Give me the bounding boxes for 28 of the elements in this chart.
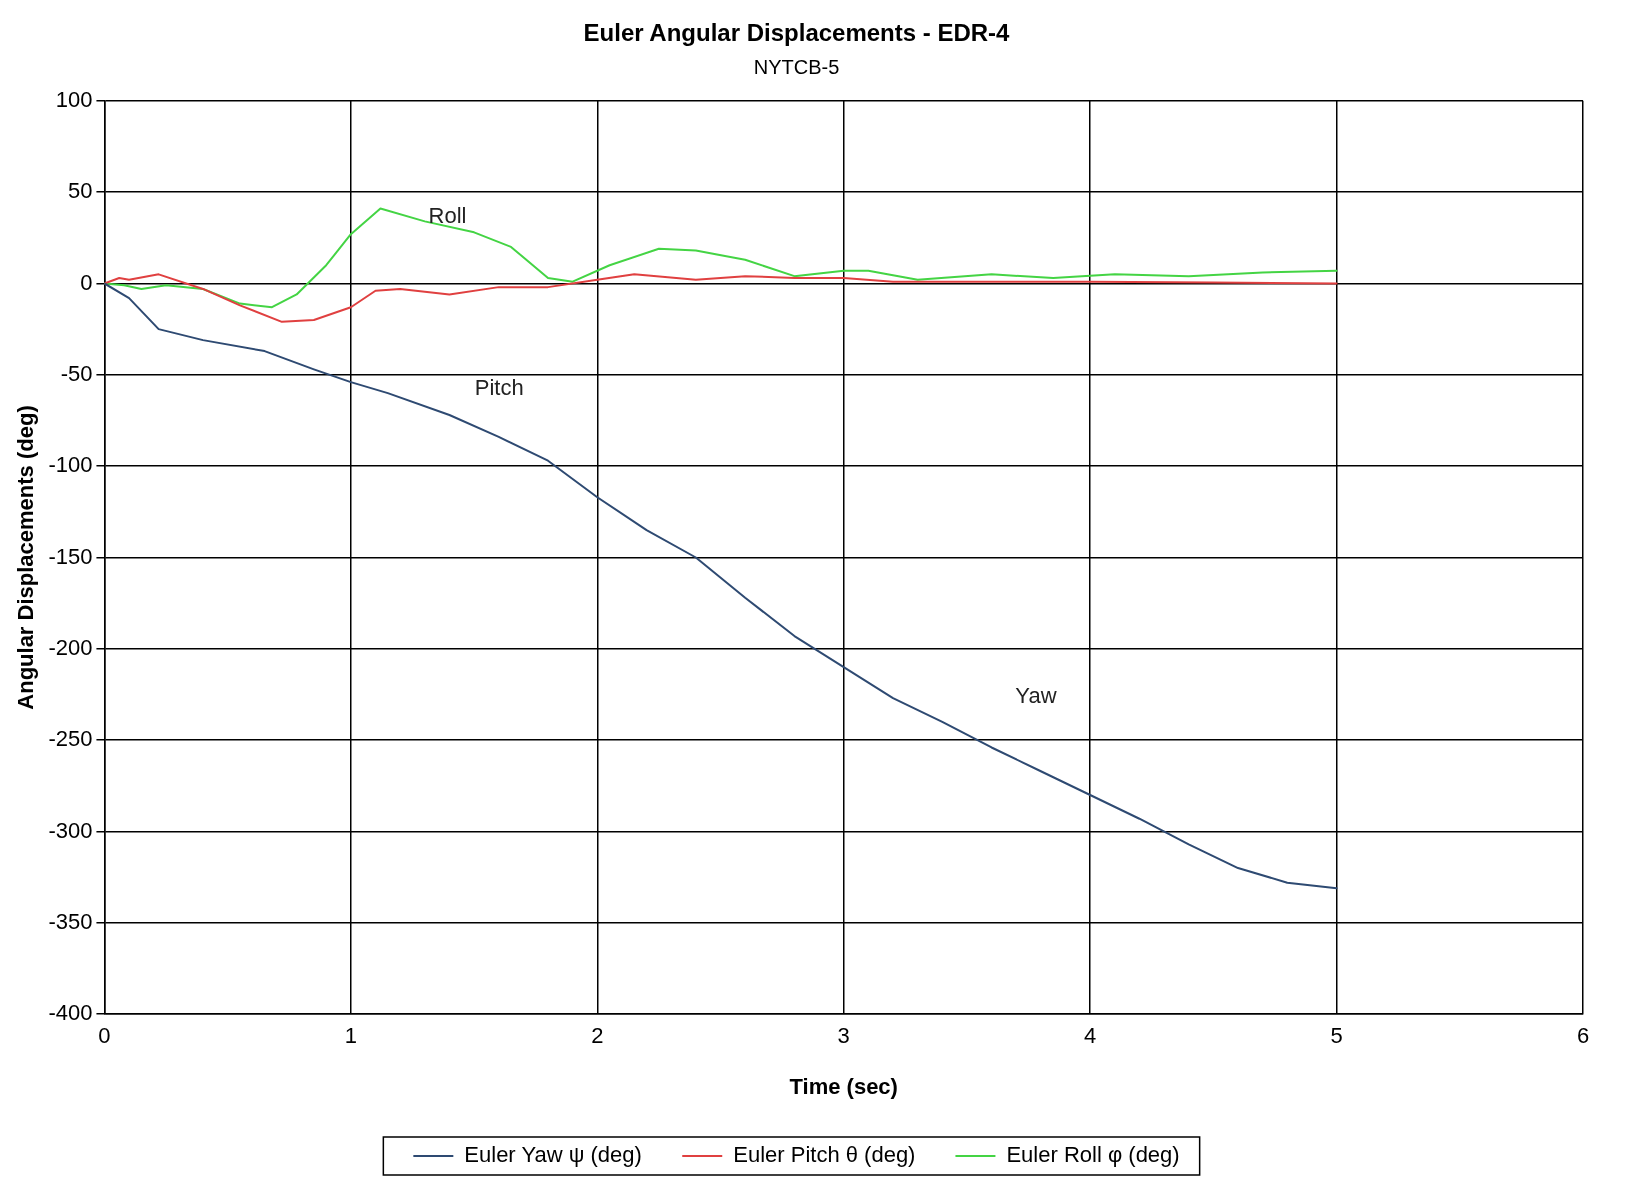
chart-subtitle: NYTCB-5: [753, 56, 840, 79]
y-tick-label: -400: [48, 1000, 93, 1026]
y-tick-label: -300: [48, 817, 93, 843]
x-tick-label: 2: [591, 1023, 604, 1049]
x-tick-label: 5: [1330, 1023, 1343, 1049]
y-tick-label: -100: [48, 452, 93, 478]
y-tick-label: -50: [60, 360, 93, 386]
annotation: Roll: [428, 202, 467, 228]
y-axis-title: Angular Displacements (deg): [13, 405, 39, 710]
y-tick-label: -350: [48, 908, 93, 934]
x-tick-label: 4: [1084, 1023, 1097, 1049]
chart-title: Euler Angular Displacements - EDR-4: [583, 19, 1011, 47]
y-tick-label: -250: [48, 726, 93, 752]
y-tick-label: 50: [67, 178, 93, 204]
y-tick-label: 0: [80, 269, 93, 295]
legend-label: Euler Yaw ψ (deg): [464, 1142, 642, 1168]
y-tick-label: -150: [48, 543, 93, 569]
x-axis-title: Time (sec): [789, 1073, 898, 1099]
y-tick-label: -200: [48, 634, 93, 660]
y-tick-label: 100: [55, 86, 93, 112]
legend-label: Euler Pitch θ (deg): [733, 1142, 916, 1168]
legend-label: Euler Roll φ (deg): [1006, 1142, 1180, 1168]
x-tick-label: 3: [837, 1023, 850, 1049]
x-tick-label: 6: [1576, 1023, 1590, 1049]
x-tick-label: 1: [344, 1023, 357, 1049]
annotation: Pitch: [474, 375, 524, 401]
x-tick-label: 0: [98, 1023, 111, 1049]
annotation: Yaw: [1015, 683, 1057, 709]
